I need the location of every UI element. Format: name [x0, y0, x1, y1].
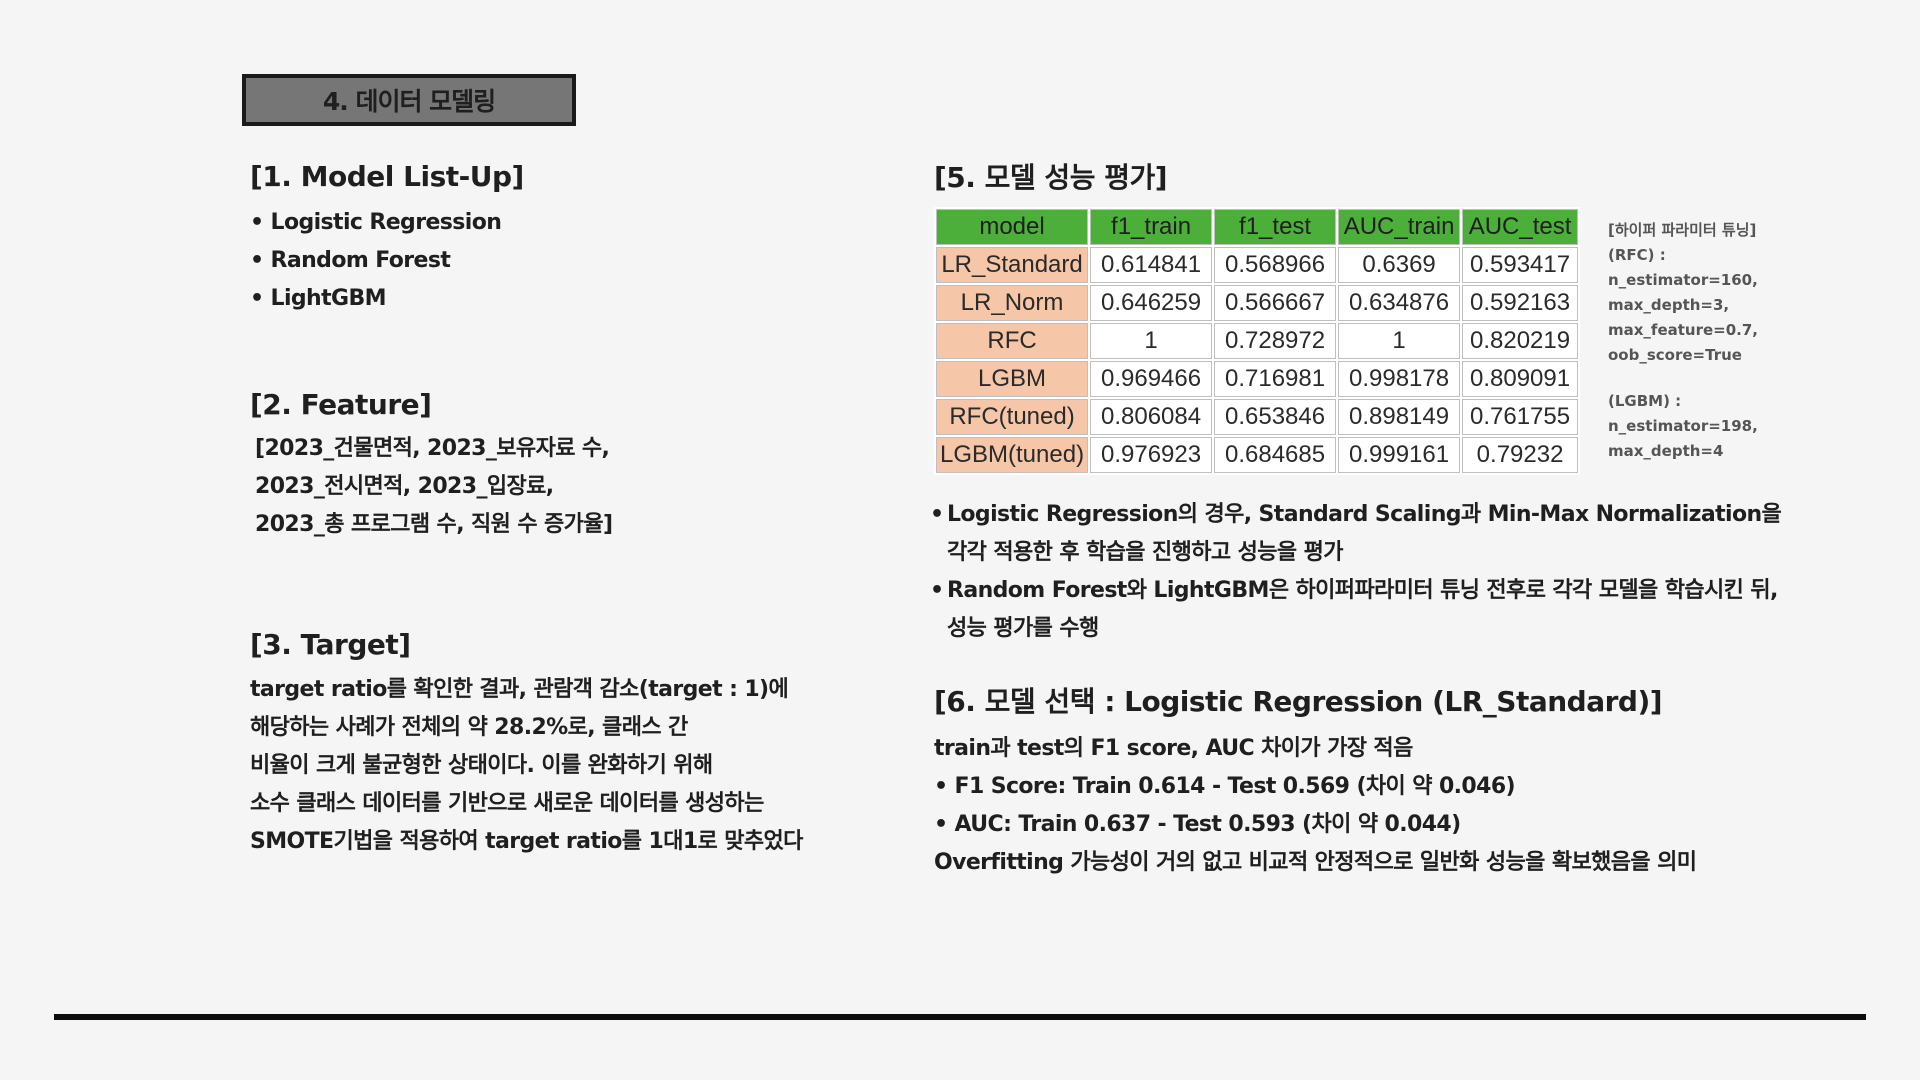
bullet-line: Logistic Regression의 경우, Standard Scalin…	[947, 502, 1782, 527]
rfc-param: n_estimator=160,	[1608, 271, 1758, 289]
table-cell: 0.820219	[1460, 321, 1581, 361]
model-cell: LGBM	[933, 359, 1091, 399]
hyperparameter-note: [하이퍼 파라미터 튜닝] (RFC) : n_estimator=160, m…	[1608, 218, 1758, 464]
model-cell: LR_Standard	[933, 245, 1091, 285]
column-header: AUC_test	[1460, 207, 1581, 247]
table-cell: 0.728972	[1212, 321, 1339, 361]
table-cell: 1	[1336, 321, 1463, 361]
model-list-item: • Logistic Regression	[250, 210, 502, 235]
model-cell: RFC	[933, 321, 1091, 361]
bullet-line: Random Forest와 LightGBM은 하이퍼파라미터 튜닝 전후로 …	[947, 578, 1778, 603]
performance-table: model f1_train f1_test AUC_train AUC_tes…	[933, 207, 1581, 475]
column-header: f1_train	[1088, 207, 1215, 247]
column-header: f1_test	[1212, 207, 1339, 247]
evaluation-bullet: Logistic Regression의 경우, Standard Scalin…	[930, 496, 1782, 572]
table-row: RFC(tuned) 0.806084 0.653846 0.898149 0.…	[933, 397, 1581, 437]
table-cell: 0.976923	[1088, 435, 1215, 475]
rfc-param: oob_score=True	[1608, 346, 1742, 364]
bottom-divider	[54, 1014, 1866, 1020]
table-cell: 0.969466	[1088, 359, 1215, 399]
table-cell: 0.684685	[1212, 435, 1339, 475]
table-row: LR_Norm 0.646259 0.566667 0.634876 0.592…	[933, 283, 1581, 323]
selection-description: train과 test의 F1 score, AUC 차이가 가장 적음 • F…	[934, 730, 1697, 882]
table-cell: 0.653846	[1212, 397, 1339, 437]
feature-line: 2023_전시면적, 2023_입장료,	[255, 474, 554, 499]
table-cell: 0.998178	[1336, 359, 1463, 399]
rfc-param: max_depth=3,	[1608, 296, 1730, 314]
lgbm-param: max_depth=4	[1608, 442, 1724, 460]
model-listup-heading: [1. Model List-Up]	[250, 160, 524, 193]
selection-line: train과 test의 F1 score, AUC 차이가 가장 적음	[934, 736, 1413, 761]
target-heading: [3. Target]	[250, 628, 411, 661]
bullet-line: 성능 평가를 수행	[947, 616, 1099, 641]
target-line: 비율이 크게 불균형한 상태이다. 이를 완화하기 위해	[250, 753, 713, 778]
column-header: AUC_train	[1336, 207, 1463, 247]
model-cell: RFC(tuned)	[933, 397, 1091, 437]
table-header-row: model f1_train f1_test AUC_train AUC_tes…	[933, 207, 1581, 247]
table-cell: 0.6369	[1336, 245, 1463, 285]
rfc-param: max_feature=0.7,	[1608, 321, 1759, 339]
evaluation-bullet: Random Forest와 LightGBM은 하이퍼파라미터 튜닝 전후로 …	[930, 572, 1781, 648]
model-cell: LR_Norm	[933, 283, 1091, 323]
table-cell: 1	[1088, 321, 1215, 361]
table-cell: 0.806084	[1088, 397, 1215, 437]
table-cell: 0.568966	[1212, 245, 1339, 285]
model-list: • Logistic Regression • Random Forest • …	[250, 204, 502, 318]
table-cell: 0.898149	[1336, 397, 1463, 437]
table-cell: 0.593417	[1460, 245, 1581, 285]
hyperparameter-title: [하이퍼 파라미터 튜닝]	[1608, 221, 1757, 239]
table-cell: 0.79232	[1460, 435, 1581, 475]
evaluation-heading: [5. 모델 성능 평가]	[934, 161, 1168, 194]
table-cell: 0.646259	[1088, 283, 1215, 323]
table-cell: 0.716981	[1212, 359, 1339, 399]
lgbm-label: (LGBM) :	[1608, 392, 1682, 410]
table-cell: 0.999161	[1336, 435, 1463, 475]
target-line: SMOTE기법을 적용하여 target ratio를 1대1로 맞추었다	[250, 829, 803, 854]
target-description: target ratio를 확인한 결과, 관람객 감소(target : 1)…	[250, 671, 803, 861]
table-row: LGBM(tuned) 0.976923 0.684685 0.999161 0…	[933, 435, 1581, 475]
table-row: RFC 1 0.728972 1 0.820219	[933, 321, 1581, 361]
rfc-label: (RFC) :	[1608, 246, 1666, 264]
lgbm-param: n_estimator=198,	[1608, 417, 1758, 435]
target-line: 소수 클래스 데이터를 기반으로 새로운 데이터를 생성하는	[250, 791, 764, 816]
selection-line: • F1 Score: Train 0.614 - Test 0.569 (차이…	[934, 774, 1516, 799]
table-row: LGBM 0.969466 0.716981 0.998178 0.809091	[933, 359, 1581, 399]
target-line: 해당하는 사례가 전체의 약 28.2%로, 클래스 간	[250, 715, 688, 740]
table-cell: 0.761755	[1460, 397, 1581, 437]
table-cell: 0.634876	[1336, 283, 1463, 323]
feature-heading: [2. Feature]	[250, 388, 432, 421]
bullet-line: 각각 적용한 후 학습을 진행하고 성능을 평가	[947, 540, 1343, 565]
selection-line: Overfitting 가능성이 거의 없고 비교적 안정적으로 일반화 성능을…	[934, 850, 1697, 875]
table-cell: 0.614841	[1088, 245, 1215, 285]
target-line: target ratio를 확인한 결과, 관람객 감소(target : 1)…	[250, 677, 789, 702]
feature-line: [2023_건물면적, 2023_보유자료 수,	[255, 436, 610, 461]
selection-line: • AUC: Train 0.637 - Test 0.593 (차이 약 0.…	[934, 812, 1461, 837]
table-cell: 0.592163	[1460, 283, 1581, 323]
model-list-item: • LightGBM	[250, 286, 387, 311]
section-title: 4. 데이터 모델링	[242, 74, 576, 126]
table-row: LR_Standard 0.614841 0.568966 0.6369 0.5…	[933, 245, 1581, 285]
evaluation-bullets: Logistic Regression의 경우, Standard Scalin…	[930, 496, 1782, 648]
table-cell: 0.809091	[1460, 359, 1581, 399]
table-cell: 0.566667	[1212, 283, 1339, 323]
selection-heading: [6. 모델 선택 : Logistic Regression (LR_Stan…	[934, 685, 1663, 718]
feature-list: [2023_건물면적, 2023_보유자료 수, 2023_전시면적, 2023…	[255, 430, 613, 544]
feature-line: 2023_총 프로그램 수, 직원 수 증가율]	[255, 512, 613, 537]
model-cell: LGBM(tuned)	[933, 435, 1091, 475]
model-list-item: • Random Forest	[250, 248, 451, 273]
column-header: model	[933, 207, 1091, 247]
